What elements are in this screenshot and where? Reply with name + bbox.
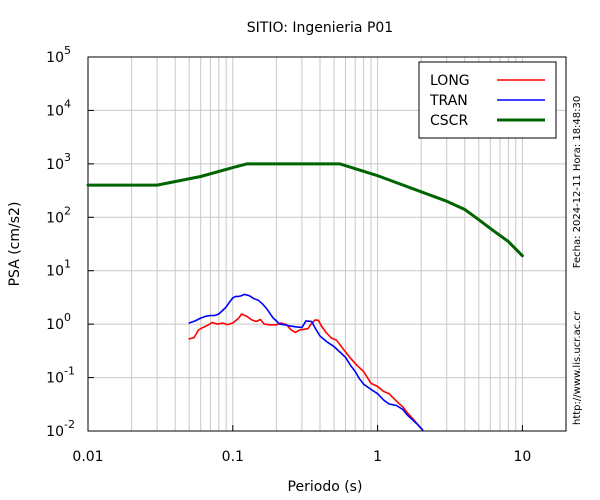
y-tick-exponent: 2 <box>64 204 71 217</box>
y-tick-label: 10 <box>46 50 64 66</box>
y-axis-label: PSA (cm/s2) <box>7 202 23 287</box>
y-tick-exponent: -1 <box>64 365 75 378</box>
legend-label-cscr: CSCR <box>430 113 468 129</box>
x-tick-label: 1 <box>373 449 382 465</box>
y-tick-label: 10 <box>46 210 64 226</box>
y-tick-exponent: 3 <box>64 151 71 164</box>
chart-title: SITIO: Ingenieria P01 <box>247 20 393 36</box>
y-tick-exponent: 4 <box>64 97 71 110</box>
y-tick-exponent: -2 <box>64 418 75 431</box>
series-layer <box>86 162 524 431</box>
source-url: http://www.lis.ucr.ac.cr <box>572 310 583 425</box>
legend-label-tran: TRAN <box>429 93 468 109</box>
y-tick-label: 10 <box>46 371 64 387</box>
y-tick-label: 10 <box>46 264 64 280</box>
x-tick-label: 0.01 <box>72 449 103 465</box>
date-time-stamp: Fecha: 2024-12-11 Hora: 18:48:30 <box>572 96 583 269</box>
y-tick-label: 10 <box>46 424 64 440</box>
x-axis-label: Periodo (s) <box>288 479 363 495</box>
x-tick-labels: 0.01 0.1 1 10 <box>72 425 531 465</box>
y-tick-exponent: 0 <box>64 311 71 324</box>
grid-lines <box>88 57 566 431</box>
y-tick-label: 10 <box>46 157 64 173</box>
series-line-cscr <box>86 162 524 258</box>
y-tick-label: 10 <box>46 317 64 333</box>
legend-label-long: LONG <box>430 73 470 89</box>
y-tick-exponent: 5 <box>64 44 71 57</box>
x-tick-label: 10 <box>513 449 531 465</box>
plot-frame <box>87 56 567 432</box>
x-tick-label: 0.1 <box>222 449 244 465</box>
legend: LONG TRAN CSCR <box>418 61 557 139</box>
series-line-tran <box>188 293 424 431</box>
y-tick-exponent: 1 <box>64 258 71 271</box>
y-tick-label: 10 <box>46 103 64 119</box>
series-line-long <box>188 313 423 430</box>
